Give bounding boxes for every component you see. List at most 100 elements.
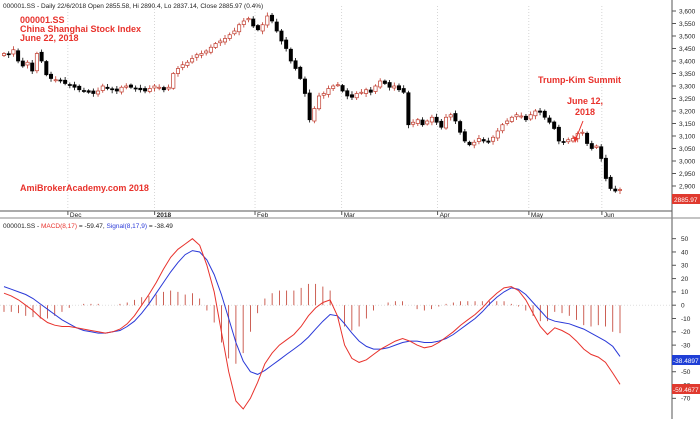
candle-body: [556, 126, 561, 142]
candle-body: [392, 85, 397, 89]
candle-body: [373, 85, 378, 92]
candle-body: [86, 90, 91, 93]
month-x-ticks: Dec 2018 Feb Mar Apr May Jun: [67, 211, 615, 219]
candle-body: [387, 82, 392, 88]
candle-body: [425, 120, 430, 125]
signal-value-label: -38.4897: [673, 358, 699, 365]
candle-body: [354, 93, 359, 99]
candle-body: [208, 46, 213, 53]
candle-body: [232, 30, 237, 35]
candle-body: [307, 92, 312, 121]
candle-body: [143, 88, 148, 92]
macd-histogram: [3, 283, 621, 364]
price-header-text: 000001.SS - Daily 22/6/2018 Open 2855.58…: [3, 3, 263, 10]
price-y-tick-label: 3,550: [679, 21, 696, 28]
candle-body: [138, 87, 143, 91]
candle-body: [566, 139, 571, 143]
candle-body: [288, 48, 293, 62]
candle-body: [444, 116, 449, 129]
candle-body: [114, 88, 119, 92]
candle-body: [34, 53, 39, 72]
candle-body: [401, 88, 406, 93]
candle-body: [96, 90, 101, 95]
candle-body: [255, 25, 260, 31]
candle-body: [218, 40, 223, 44]
month-tick-label: 2018: [157, 212, 172, 219]
candle-body: [81, 90, 86, 92]
candle-body: [110, 88, 115, 91]
month-tick-label: Dec: [70, 212, 82, 219]
candle-body: [237, 24, 242, 33]
candle-body: [166, 86, 171, 90]
candle-body: [171, 73, 176, 89]
candle-body: [561, 141, 566, 143]
candle-body: [100, 85, 105, 91]
candle-body: [161, 87, 166, 91]
candle-body: [340, 85, 345, 92]
candle-body: [25, 61, 30, 66]
candle-body: [194, 54, 199, 58]
candle-body: [335, 84, 340, 87]
candle-body: [580, 131, 585, 134]
candle-body: [462, 131, 467, 142]
candle-body: [458, 121, 463, 133]
macd-y-tick-label: -20: [681, 329, 691, 336]
candle-body: [49, 73, 54, 79]
macd-header: 000001.SS - MACD(8,17) = -59.47, Signal(…: [3, 223, 173, 230]
macd-y-tick-label: -70: [681, 396, 691, 403]
candle-body: [495, 130, 500, 139]
event-annotation: Trump-Kim Summit: [538, 75, 621, 85]
price-y-tick-label: 3,450: [679, 46, 696, 53]
candle-body: [491, 136, 496, 142]
price-y-tick-label: 3,600: [679, 8, 696, 15]
candle-body: [585, 132, 590, 144]
candle-body: [453, 113, 458, 122]
candle-body: [227, 34, 232, 39]
candle-body: [349, 94, 354, 98]
price-y-tick-label: 3,050: [679, 146, 696, 153]
candle-body: [53, 79, 58, 82]
candle-body: [448, 114, 453, 118]
candle-body: [411, 121, 416, 125]
candle-body: [467, 141, 472, 146]
macd-value-badge: [672, 384, 700, 394]
candle-body: [331, 85, 336, 89]
candle-body: [439, 120, 444, 128]
price-y-tick-label: 3,500: [679, 33, 696, 40]
price-y-tick-label: 3,350: [679, 71, 696, 78]
macd-y-tick-label: -10: [681, 316, 691, 323]
candle-body: [44, 61, 49, 76]
candle-body: [279, 30, 284, 42]
candle-body: [223, 38, 228, 43]
month-tick-label: May: [531, 212, 544, 219]
candle-body: [63, 79, 68, 84]
candle-body: [519, 115, 524, 118]
candle-body: [594, 145, 599, 148]
price-y-tick-label: 3,250: [679, 96, 696, 103]
candlestick-series: [2, 12, 622, 194]
price-y-tick-label: 3,150: [679, 121, 696, 128]
candle-body: [67, 84, 72, 86]
macd-y-tick-label: 40: [681, 249, 689, 256]
candle-body: [472, 141, 477, 146]
watermark-text: AmiBrokerAcademy.com 2018: [20, 183, 149, 193]
candle-body: [180, 64, 185, 68]
macd-y-tick-label: 30: [681, 263, 689, 270]
candle-body: [16, 50, 21, 62]
macd-y-tick-label: 50: [681, 236, 689, 243]
candle-body: [20, 60, 25, 67]
candle-body: [190, 58, 195, 63]
candle-body: [241, 20, 246, 25]
price-y-tick-label: 3,000: [679, 158, 696, 165]
candle-body: [199, 53, 204, 56]
candle-body: [434, 116, 439, 123]
ticker-annotation: 000001.SS: [20, 15, 65, 25]
candle-body: [382, 80, 387, 84]
candle-body: [6, 53, 11, 56]
candle-body: [265, 15, 270, 26]
candle-body: [147, 88, 152, 92]
event-date-line1: June 12,: [567, 96, 603, 106]
candle-body: [251, 18, 256, 27]
month-tick-label: Feb: [257, 212, 269, 219]
